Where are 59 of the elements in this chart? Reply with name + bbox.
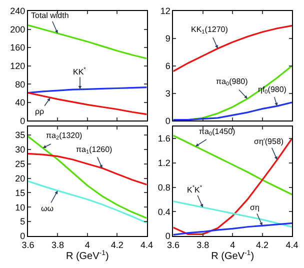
annotation: ρρ: [35, 107, 45, 116]
line-series: [28, 24, 147, 60]
y-tick-label: 10: [15, 202, 26, 212]
line-series: [173, 24, 292, 72]
x-tick-label: 4: [84, 240, 90, 250]
x-axis-title: R (GeV$^{-1}$): [211, 250, 254, 262]
annotation: ση′(958): [254, 137, 284, 146]
line-series: [173, 134, 292, 196]
y-tick-label: 35: [15, 130, 26, 140]
y-tick-label: 0: [165, 231, 170, 242]
y-tick-label: 0: [20, 231, 26, 242]
x-tick-label: 3.6: [166, 240, 180, 250]
line-series: [173, 102, 292, 121]
y-tick-label: 6: [165, 60, 170, 71]
annotation: Total width: [31, 11, 69, 20]
line-series: [28, 92, 147, 116]
y-tick-label: 3: [165, 88, 170, 98]
y-tick-label: 80: [15, 79, 26, 90]
y-tick-label: 30: [15, 144, 26, 155]
y-tick-label: 200: [10, 24, 26, 34]
annotation: K$^{*}$K$^{*}$: [187, 185, 203, 194]
y-tick-label: 0.8: [158, 182, 170, 192]
annotation: πa$_{0}$(980): [216, 77, 248, 88]
y-tick-label: 160: [10, 42, 26, 53]
y-tick-label: 0: [20, 116, 26, 126]
y-tick-label: 1.2: [158, 158, 170, 168]
x-tick-label: 3.6: [22, 240, 34, 250]
annotation: πa$_{2}$(1320): [46, 131, 83, 142]
line-series: [28, 180, 147, 224]
x-tick-label: 3.8: [196, 240, 210, 250]
annotation: πa$_{0}$(1450): [199, 127, 236, 138]
line-series: [173, 138, 292, 235]
annotation: ση: [250, 203, 260, 212]
x-tick-label: 4.4: [140, 240, 154, 250]
y-tick-label: 5: [20, 216, 26, 227]
annotation: πa$_{1}$(1260): [76, 145, 113, 156]
line-series: [173, 200, 292, 228]
x-tick-label: 4.2: [256, 240, 269, 250]
annotation: KK$^{*}$: [73, 67, 87, 76]
y-tick-label: 15: [15, 188, 26, 198]
y-tick-label: 12: [160, 6, 170, 16]
annotation: ωω: [41, 204, 54, 213]
line-series: [28, 152, 147, 186]
y-tick-label: 20: [15, 173, 26, 184]
y-tick-label: 25: [15, 158, 26, 169]
x-axis-title: R (GeV$^{-1}$): [66, 250, 109, 262]
y-tick-label: 120: [10, 60, 26, 71]
annotation: KK$_{1}$(1270): [191, 25, 228, 36]
x-tick-label: 4.2: [110, 240, 124, 250]
y-tick-label: 1.6: [158, 134, 170, 144]
x-tick-label: 3.8: [51, 240, 64, 250]
y-tick-label: 0.4: [158, 206, 170, 217]
x-tick-label: 4: [230, 240, 236, 250]
y-tick-label: 40: [15, 98, 26, 108]
y-tick-label: 0: [165, 116, 170, 126]
line-series: [173, 222, 292, 236]
y-tick-label: 9: [165, 34, 170, 44]
x-tick-label: 4.4: [286, 240, 298, 250]
y-tick-label: 240: [10, 6, 26, 16]
